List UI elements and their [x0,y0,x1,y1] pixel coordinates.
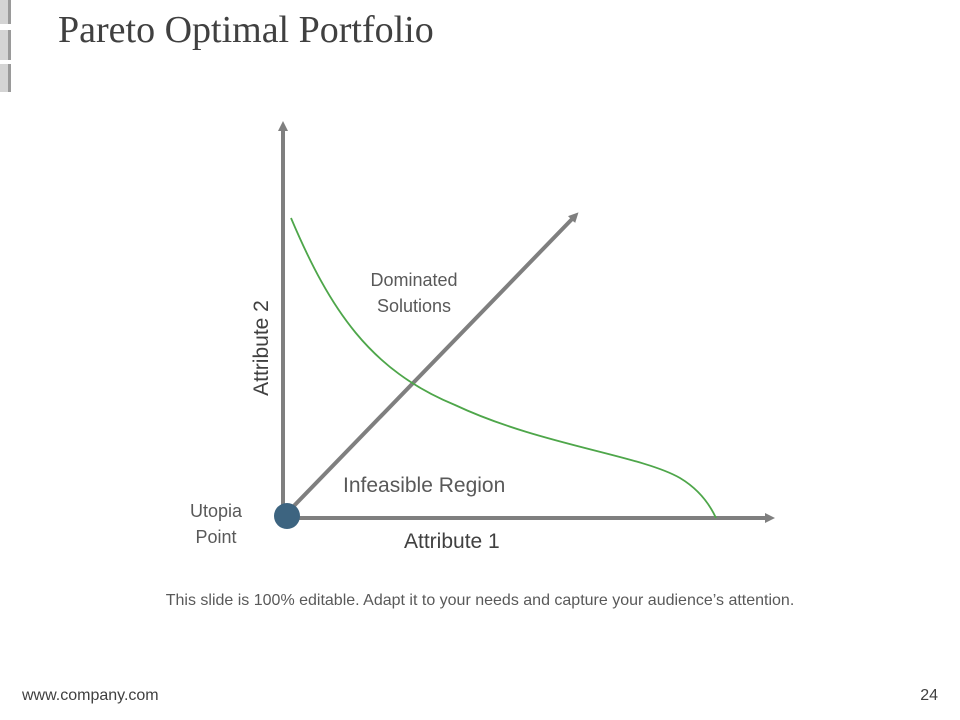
infeasible-region-label: Infeasible Region [343,474,506,497]
slide-title: Pareto Optimal Portfolio [58,9,434,51]
dominated-label-line2: Solutions [376,296,452,316]
footer-url: www.company.com [22,687,159,704]
edge-decoration [0,30,11,60]
edge-decoration [0,64,11,92]
diagonal-arrow-line [286,212,579,514]
utopia-label-line1: Utopia [189,501,243,521]
utopia-label-line2: Point [195,527,237,547]
slide-caption: This slide is 100% editable. Adapt it to… [165,592,795,609]
pareto-frontier-curve [290,217,717,519]
y-axis-label: Attribute 2 [250,300,273,396]
x-axis-label: Attribute 1 [404,530,500,553]
utopia-point-label: Utopia Point [176,498,256,550]
utopia-point-marker [274,503,300,529]
dominated-label-line1: Dominated [370,270,458,290]
page-number: 24 [920,687,938,704]
dominated-solutions-label: Dominated Solutions [355,267,473,319]
edge-decoration [0,0,11,24]
